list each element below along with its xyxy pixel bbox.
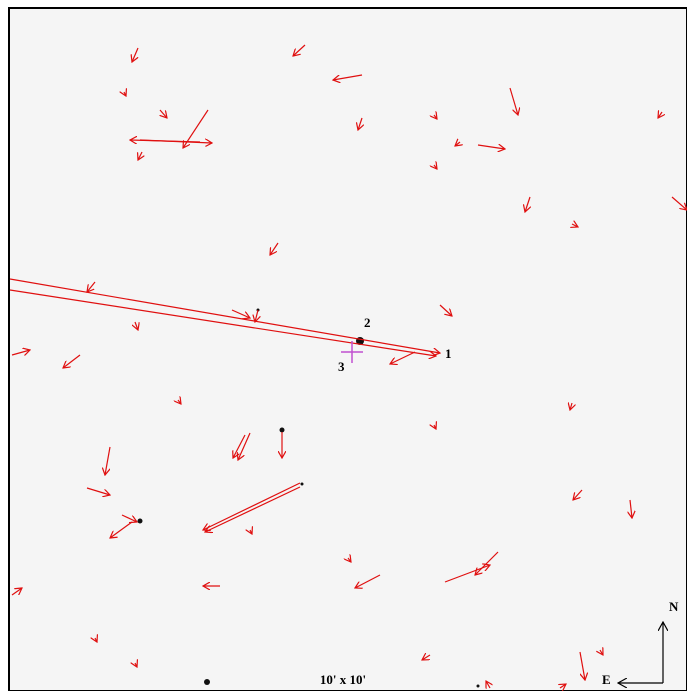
star-label: 2 — [364, 315, 371, 330]
scale-label: 10' x 10' — [320, 672, 366, 687]
finder-chart: 1 2 3 N E 10' x 10' — [0, 0, 687, 691]
star-label: 1 — [445, 346, 452, 361]
compass-north: N — [669, 599, 679, 614]
star-label: 3 — [338, 359, 345, 374]
compass-east: E — [602, 672, 611, 687]
sky-image — [9, 8, 687, 691]
